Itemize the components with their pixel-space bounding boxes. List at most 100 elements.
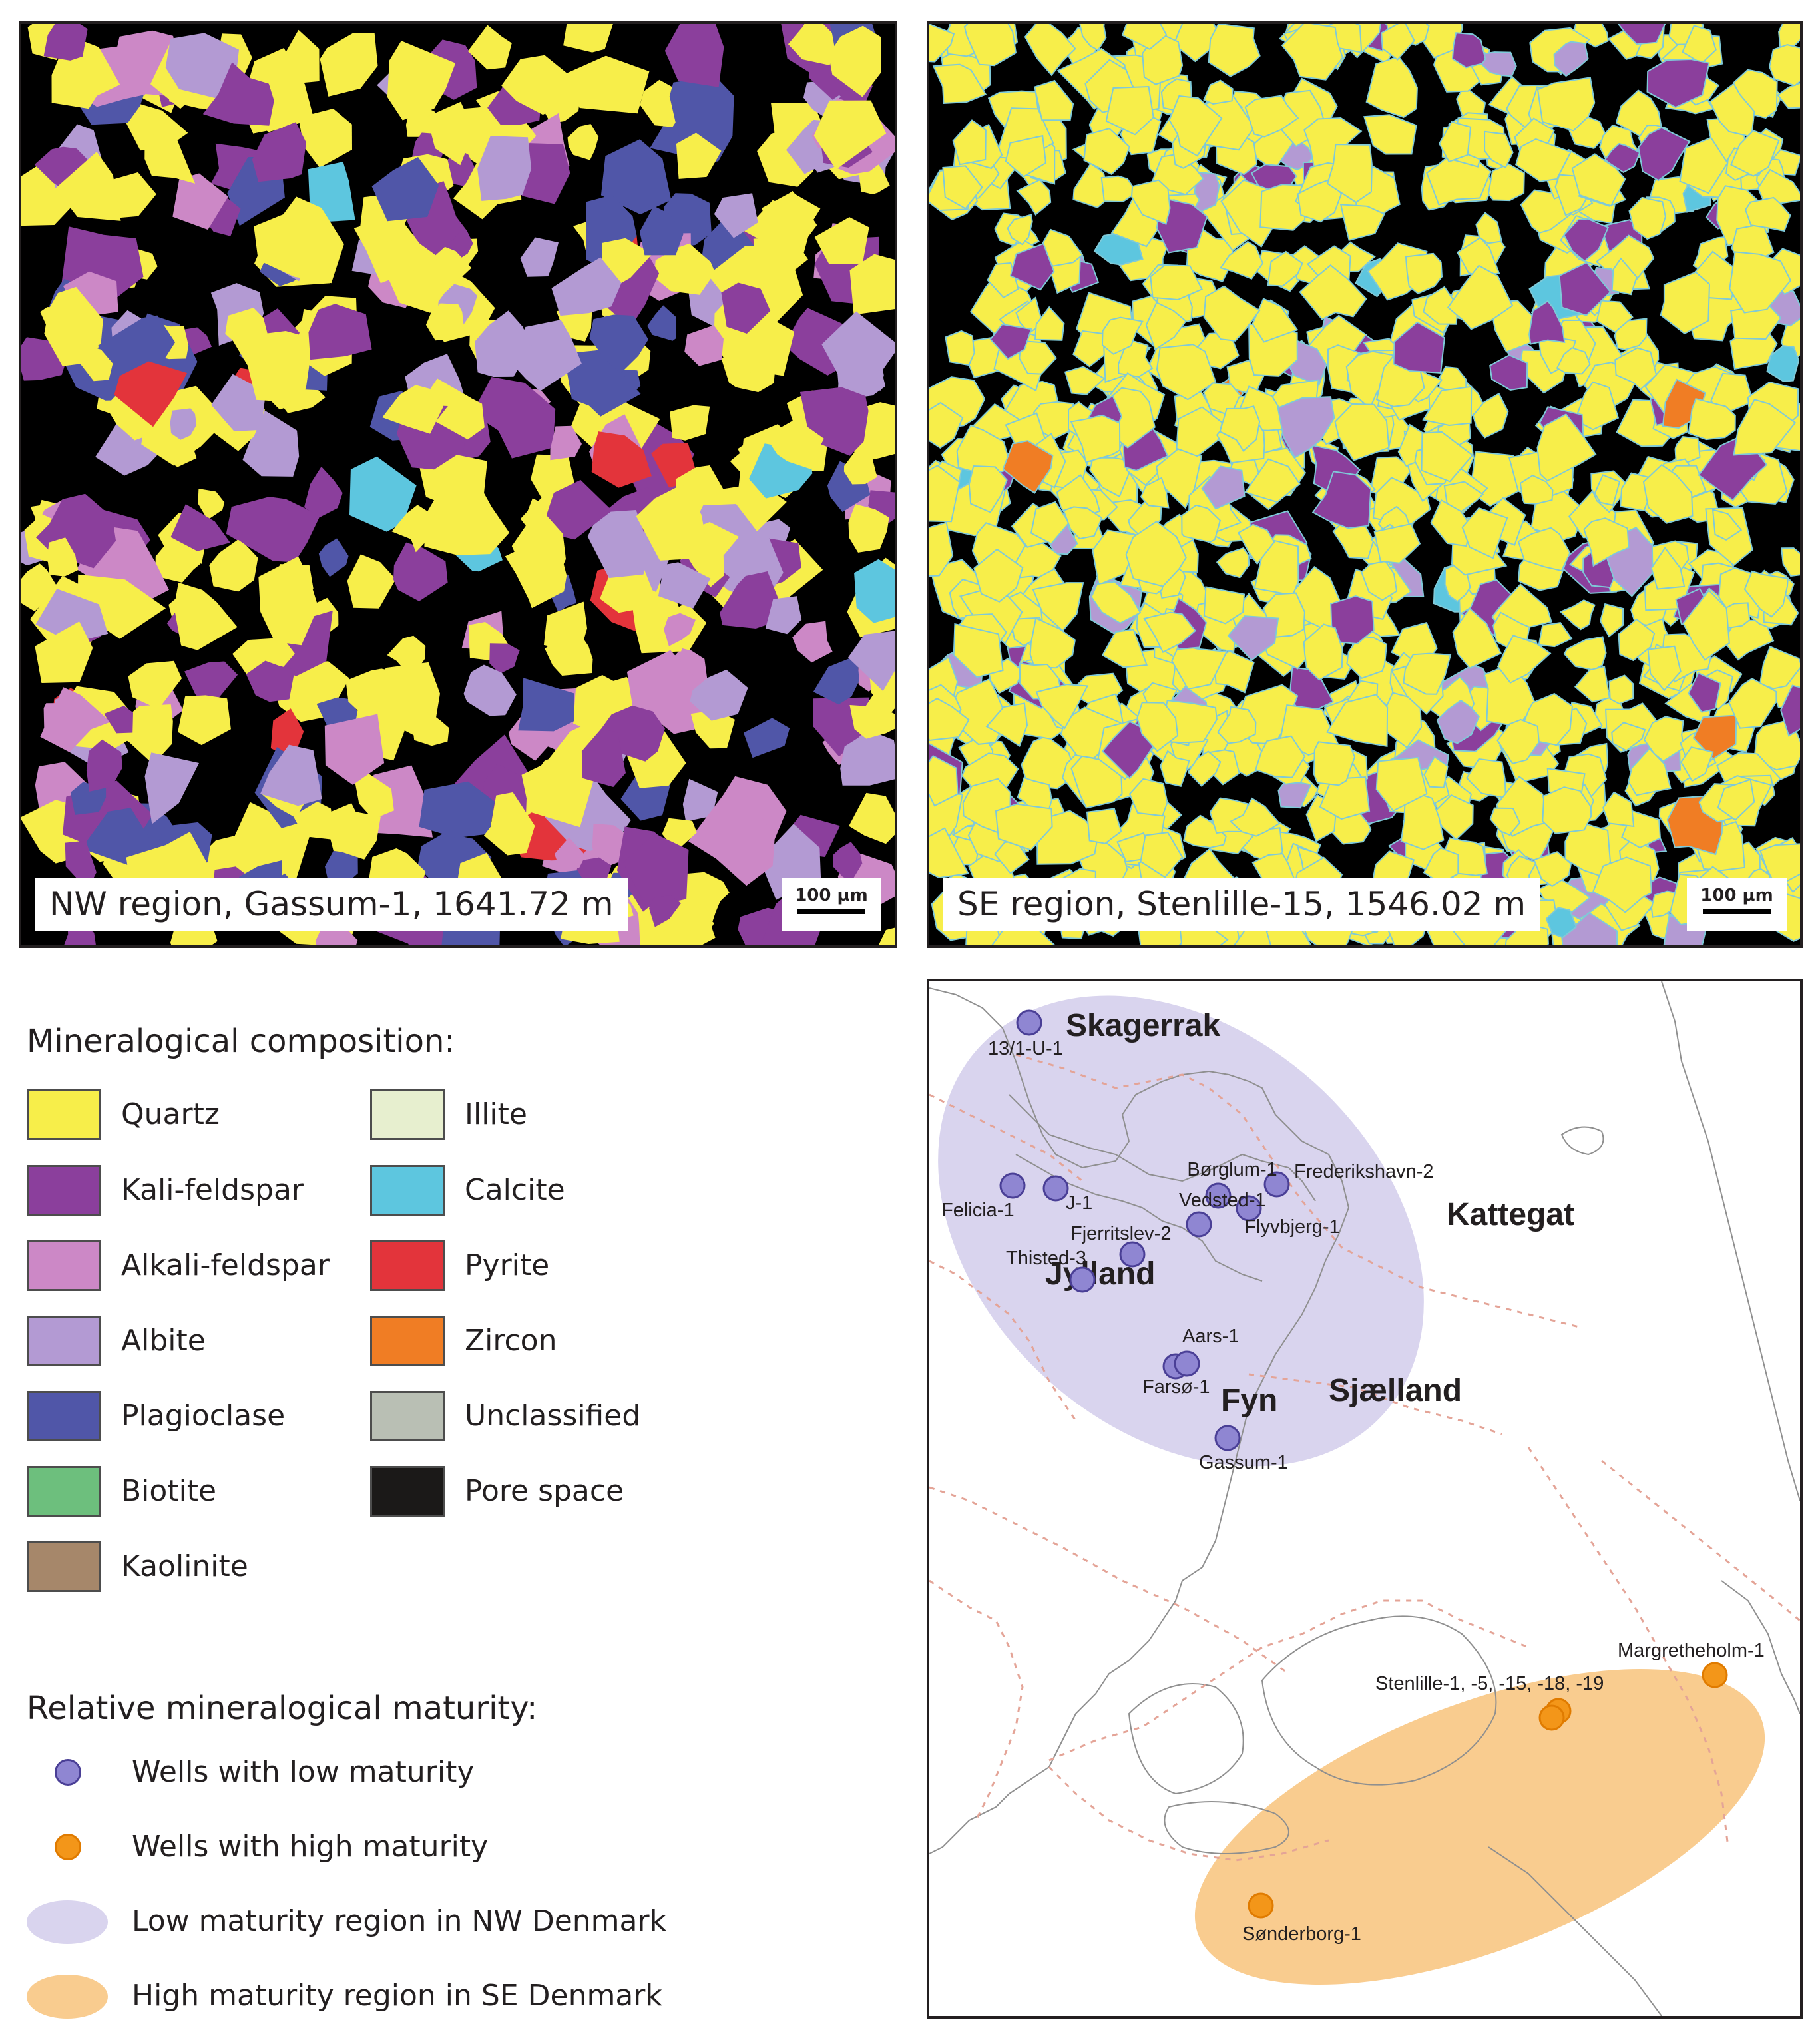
mineral-grain: [1536, 77, 1596, 132]
coastline-sjaelland: [1261, 1615, 1497, 1786]
mineral-grain: [543, 601, 587, 654]
mineral-grain: [1679, 136, 1729, 194]
mineral-grain: [1545, 907, 1577, 939]
mineral-grain: [1125, 520, 1187, 587]
mineral-grain: [231, 331, 314, 403]
legend-item-low-maturity-region: Low maturity region in NW Denmark: [27, 1896, 759, 1949]
mineral-grain: [973, 548, 1024, 603]
mineral-grain: [1105, 85, 1154, 136]
well-label-borglum-1: Børglum-1: [1187, 1159, 1277, 1180]
mineral-grain: [1556, 347, 1591, 375]
mineral-grain: [602, 238, 652, 286]
denmark-well-map: Skagerrak Kattegat Jylland Fyn Sjælland: [927, 979, 1803, 2019]
mineral-grain: [929, 465, 961, 523]
mineral-grain: [1733, 399, 1797, 456]
legend-swatch-kaolinite: [27, 1541, 101, 1592]
mineral-grain: [1617, 24, 1666, 45]
mineral-grain: [354, 774, 394, 820]
mineral-grain: [1009, 242, 1055, 291]
mineral-grain: [1777, 82, 1800, 109]
region-label-fyn: Fyn: [1221, 1383, 1277, 1418]
mineral-grain: [690, 710, 735, 749]
mineral-grain: [511, 511, 566, 587]
legend-item-plagioclase: Plagioclase: [27, 1391, 346, 1444]
mineral-grain: [680, 522, 740, 587]
coastlines: [929, 981, 1800, 2016]
mineral-grain: [1171, 643, 1228, 690]
well-marker-fjerritslev-2: [1119, 1241, 1146, 1268]
scale-bar-label-nw: 100 µm: [795, 886, 868, 905]
mineral-grain: [1744, 196, 1791, 232]
legend-item-high-maturity-region: High maturity region in SE Denmark: [27, 1971, 759, 2024]
legend-label-kali-feldspar: Kali-feldspar: [121, 1173, 304, 1207]
mineral-grain: [1602, 791, 1635, 828]
coastline-limfjord: [1015, 1154, 1263, 1282]
mineral-grain: [371, 157, 439, 222]
mineral-grain: [598, 705, 665, 762]
panel-caption-nw: NW region, Gassum-1, 1641.72 m: [35, 878, 628, 931]
mineral-grain: [1650, 547, 1686, 590]
mineral-grain: [840, 730, 895, 786]
mineral-grain: [1680, 746, 1714, 782]
well-labels: 13/1-U-1 Felicia-1 J-1 Børglum-1 Frederi…: [941, 1038, 1765, 1945]
scale-bar-se: 100 µm: [1687, 878, 1787, 931]
mineral-grain: [170, 504, 230, 551]
mineral-grain: [320, 33, 378, 97]
mineral-grain: [1561, 911, 1618, 945]
mineral-grain: [1596, 300, 1634, 333]
mineral-grain: [391, 505, 441, 553]
mineral-grain: [567, 124, 599, 160]
mineral-grain: [254, 196, 344, 284]
mineral-grain: [1363, 114, 1417, 155]
mineral-grain: [1484, 130, 1514, 169]
mineral-grain: [1156, 344, 1217, 401]
mineral-grain: [1334, 403, 1390, 461]
mineral-grain: [1483, 662, 1536, 728]
mineral-grain: [929, 521, 954, 577]
mineral-grain: [1375, 756, 1428, 812]
mineral-grain: [1330, 595, 1375, 645]
coastline-bornholm-side: [1488, 1846, 1662, 2016]
mineral-grain: [1005, 134, 1047, 178]
mineral-grain: [1254, 735, 1306, 778]
legend-label-albite: Albite: [121, 1324, 206, 1358]
legend-item-pore-space: Pore space: [370, 1466, 690, 1519]
mineral-grain: [945, 330, 975, 366]
mineral-grain: [647, 305, 676, 341]
mineral-grain: [1079, 24, 1107, 51]
mineral-map-nw: NW region, Gassum-1, 1641.72 m 100 µm: [19, 21, 897, 948]
mineral-grain: [70, 782, 107, 815]
mineral-grain: [304, 466, 343, 517]
mineral-grain: [1038, 228, 1084, 267]
mineral-grain: [35, 589, 109, 643]
mineral-grain: [953, 623, 1004, 678]
mineral-grain: [994, 840, 1030, 874]
mineral-grain: [202, 62, 274, 126]
mineral-grain: [1101, 629, 1148, 668]
mineral-grain: [720, 571, 782, 629]
mineral-grain: [81, 808, 158, 867]
mineral-grain: [324, 714, 385, 785]
mineral-grain: [821, 311, 895, 386]
mineral-grain: [1030, 501, 1070, 545]
mineral-grain: [246, 660, 295, 702]
mineral-grain: [477, 136, 532, 201]
coastline-laeso: [1560, 1126, 1604, 1156]
legend-swatch-kali-feldspar: [27, 1165, 101, 1216]
mineral-grain: [1439, 121, 1472, 163]
mineral-grain: [929, 698, 970, 741]
mineral-grain: [47, 537, 79, 577]
mineral-grain: [541, 479, 612, 540]
mineral-grain: [1730, 130, 1780, 177]
mineral-grain: [963, 24, 1017, 67]
boundary-9: [1601, 1459, 1800, 1622]
mineral-grain: [1070, 414, 1121, 463]
mineral-grain: [1219, 405, 1261, 452]
mineral-grain: [1452, 607, 1502, 669]
mineral-grain: [587, 510, 650, 579]
coastline-skane: [1721, 1580, 1800, 1714]
mineral-grain: [1542, 786, 1592, 834]
mineral-grain: [424, 474, 510, 555]
mineral-grain: [1465, 758, 1506, 799]
mineral-grain: [104, 706, 133, 734]
